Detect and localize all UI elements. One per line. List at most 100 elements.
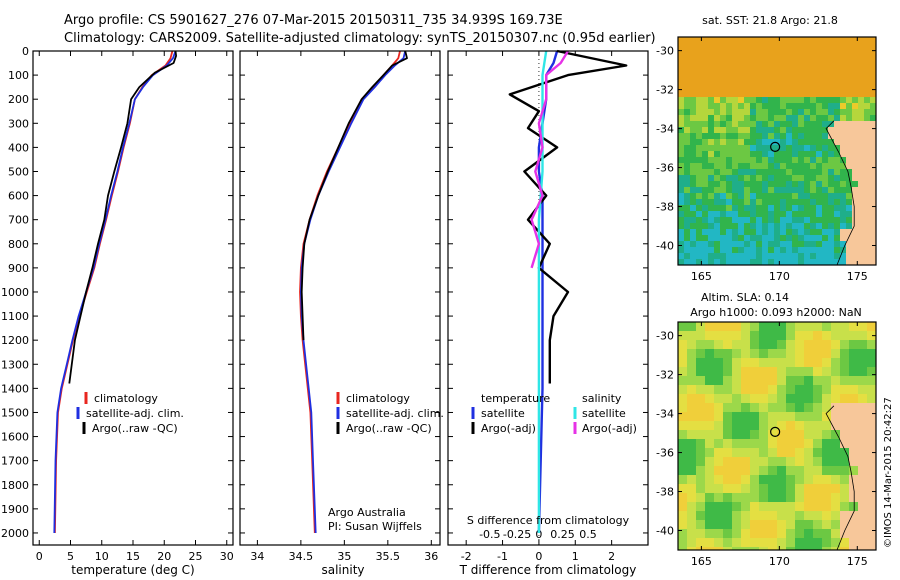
heatmap-cell [777,439,787,449]
heatmap-cell [822,85,829,92]
heatmap-cell [678,217,685,224]
heatmap-cell [714,145,721,152]
heatmap-cell [786,520,796,530]
heatmap-cell [756,61,763,68]
heatmap-cell [723,340,733,350]
s-tick-label: -0.5 [479,528,500,541]
heatmap-cell [732,67,739,74]
heatmap-cell [816,205,823,212]
heatmap-cell [741,484,751,494]
heatmap-cell [840,475,850,485]
heatmap-cell [684,229,691,236]
heatmap-cell [816,121,823,128]
heatmap-cell [870,61,877,68]
heatmap-cell [714,223,721,230]
heatmap-cell [858,322,868,332]
heatmap-cell [768,376,778,386]
heatmap-cell [720,73,727,80]
heatmap-cell [816,79,823,86]
heatmap-cell [786,97,793,104]
heatmap-cell [840,340,850,350]
heatmap-cell [867,358,877,368]
heatmap-cell [840,253,847,260]
heatmap-cell [759,421,769,431]
y-tick-label: 200 [8,93,29,106]
legend-entry: satellite-adj. clim. [86,407,184,420]
heatmap-cell [864,127,871,134]
heatmap-cell [768,163,775,170]
heatmap-cell [678,466,688,476]
heatmap-cell [684,55,691,62]
heatmap-cell [792,187,799,194]
heatmap-cell [840,412,850,422]
heatmap-cell [816,97,823,104]
y-tick-label: -30 [656,330,674,343]
heatmap-cell [708,43,715,50]
heatmap-cell [696,49,703,56]
series-line-0 [54,50,174,534]
y-tick-label: -34 [656,408,674,421]
heatmap-cell [759,547,769,551]
heatmap-cell [852,145,859,152]
heatmap-cell [810,259,817,266]
heatmap-cell [741,385,751,395]
heatmap-cell [750,127,757,134]
heatmap-cell [846,187,853,194]
heatmap-cell [702,241,709,248]
heatmap-cell [696,85,703,92]
heatmap-cell [732,457,742,467]
heatmap-cell [744,157,751,164]
heatmap-cell [738,79,745,86]
heatmap-cell [678,430,688,440]
heatmap-cell [813,349,823,359]
heatmap-cell [732,217,739,224]
heatmap-cell [810,223,817,230]
heatmap-cell [780,181,787,188]
heatmap-cell [804,211,811,218]
heatmap-cell [834,241,841,248]
heatmap-cell [762,259,769,266]
heatmap-cell [768,151,775,158]
y-tick-label: 300 [8,117,29,130]
heatmap-cell [870,55,877,62]
heatmap-cell [798,91,805,98]
heatmap-cell [870,247,877,254]
heatmap-cell [846,97,853,104]
heatmap-cell [678,181,685,188]
heatmap-cell [864,181,871,188]
heatmap-cell [831,475,841,485]
heatmap-cell [702,133,709,140]
heatmap-cell [870,79,877,86]
heatmap-cell [732,229,739,236]
heatmap-cell [756,217,763,224]
heatmap-cell [804,457,814,467]
y-tick-label: 1900 [1,503,29,516]
heatmap-cell [804,448,814,458]
heatmap-cell [798,61,805,68]
heatmap-cell [852,175,859,182]
heatmap-cell [762,223,769,230]
heatmap-cell [804,259,811,266]
heatmap-cell [750,475,760,485]
heatmap-cell [696,385,706,395]
heatmap-cell [849,457,859,467]
heatmap-cell [696,475,706,485]
heatmap-cell [840,145,847,152]
heatmap-cell [813,421,823,431]
heatmap-cell [828,211,835,218]
heatmap-cell [720,253,727,260]
heatmap-cell [705,403,715,413]
heatmap-cell [720,91,727,98]
heatmap-cell [732,193,739,200]
map-ticks: 165 170 175-30-32-34-36-38-40 [656,37,876,283]
heatmap-cell [759,412,769,422]
heatmap-cell [708,145,715,152]
heatmap-cell [678,187,685,194]
x-tick-label: -1 [497,550,508,563]
heatmap-cell [804,358,814,368]
heatmap-cell [867,322,877,332]
heatmap-cell [867,439,877,449]
heatmap-cell [738,205,745,212]
heatmap-cell [858,97,865,104]
heatmap-cell [696,376,706,386]
